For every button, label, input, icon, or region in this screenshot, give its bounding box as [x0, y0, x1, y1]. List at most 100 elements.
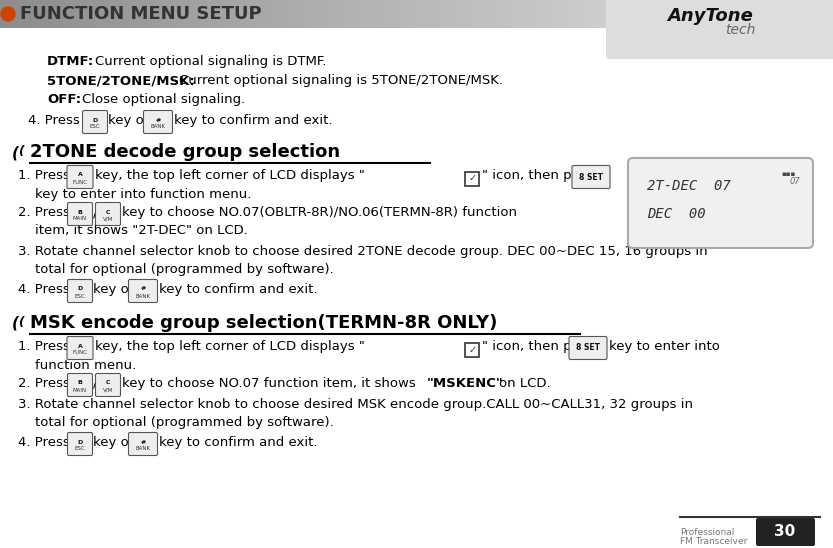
Text: D: D — [77, 287, 82, 292]
Text: DTMF:: DTMF: — [47, 55, 94, 68]
Bar — [683, 0, 688, 28]
Text: ✓: ✓ — [468, 345, 476, 355]
Bar — [233, 0, 238, 28]
Bar — [746, 0, 751, 28]
Text: key to choose NO.07 function item, it shows: key to choose NO.07 function item, it sh… — [122, 377, 416, 390]
Bar — [212, 0, 217, 28]
Bar — [721, 0, 726, 28]
Bar — [750, 0, 755, 28]
Text: 2. Press: 2. Press — [18, 377, 70, 390]
Bar — [46, 0, 51, 28]
Text: BANK: BANK — [136, 447, 151, 452]
Bar — [392, 0, 397, 28]
Text: key or: key or — [93, 283, 134, 296]
Text: 4. Press: 4. Press — [28, 114, 80, 127]
Bar — [283, 0, 288, 28]
Bar — [387, 0, 392, 28]
Text: key to confirm and exit.: key to confirm and exit. — [174, 114, 332, 127]
Bar — [242, 0, 247, 28]
Bar — [192, 0, 197, 28]
Bar — [117, 0, 122, 28]
Bar — [150, 0, 155, 28]
Text: key or: key or — [108, 114, 149, 127]
Text: FUNC: FUNC — [72, 351, 87, 356]
Bar — [96, 0, 101, 28]
Bar — [787, 0, 792, 28]
Text: FUNCTION MENU SETUP: FUNCTION MENU SETUP — [20, 5, 262, 23]
Bar — [171, 0, 176, 28]
Text: #: # — [156, 117, 161, 123]
Bar — [416, 0, 421, 28]
Bar — [312, 0, 317, 28]
Bar — [529, 0, 534, 28]
Bar — [662, 0, 667, 28]
Bar — [816, 0, 821, 28]
Text: BANK: BANK — [136, 294, 151, 299]
Bar — [54, 0, 59, 28]
Bar — [12, 0, 17, 28]
Bar — [471, 0, 476, 28]
Bar — [791, 0, 796, 28]
Bar — [337, 0, 342, 28]
FancyBboxPatch shape — [67, 432, 92, 455]
Bar — [700, 0, 705, 28]
Text: on LCD.: on LCD. — [499, 377, 551, 390]
Bar — [87, 0, 92, 28]
Text: OFF:: OFF: — [47, 93, 81, 106]
Bar — [221, 0, 226, 28]
FancyBboxPatch shape — [67, 279, 92, 302]
Bar — [287, 0, 292, 28]
Text: key to choose NO.07(OBLTR-8R)/NO.06(TERMN-8R) function: key to choose NO.07(OBLTR-8R)/NO.06(TERM… — [122, 206, 517, 219]
Text: 5TONE/2TONE/MSK:: 5TONE/2TONE/MSK: — [47, 74, 195, 87]
Bar — [371, 0, 376, 28]
Text: ESC: ESC — [75, 447, 85, 452]
Bar — [358, 0, 363, 28]
Bar — [400, 0, 405, 28]
Bar — [204, 0, 209, 28]
Bar — [612, 0, 617, 28]
Bar — [737, 0, 742, 28]
Bar — [691, 0, 696, 28]
Bar — [508, 0, 513, 28]
Bar — [533, 0, 538, 28]
Bar — [304, 0, 309, 28]
Text: BANK: BANK — [151, 124, 166, 129]
Bar — [754, 0, 759, 28]
Bar — [558, 0, 563, 28]
Text: A: A — [77, 173, 82, 178]
Text: D: D — [77, 439, 82, 444]
Bar — [654, 0, 659, 28]
Bar — [433, 0, 438, 28]
Bar — [179, 0, 184, 28]
Bar — [800, 0, 805, 28]
Bar — [246, 0, 251, 28]
FancyBboxPatch shape — [67, 336, 93, 359]
Bar — [162, 0, 167, 28]
Bar — [650, 0, 655, 28]
Bar — [579, 0, 584, 28]
Bar — [804, 0, 809, 28]
Bar — [146, 0, 151, 28]
Bar — [446, 0, 451, 28]
Bar — [475, 0, 480, 28]
Bar — [808, 0, 813, 28]
Bar — [829, 0, 833, 28]
Bar — [108, 0, 113, 28]
Bar — [79, 0, 84, 28]
Text: ✓: ✓ — [468, 174, 476, 184]
Bar — [137, 0, 142, 28]
Text: AnyTone: AnyTone — [667, 7, 753, 25]
Bar — [17, 0, 22, 28]
Text: ▪▪▪: ▪▪▪ — [781, 171, 796, 177]
Text: key to enter into: key to enter into — [609, 340, 720, 353]
FancyBboxPatch shape — [628, 158, 813, 248]
Bar — [425, 0, 430, 28]
Bar — [92, 0, 97, 28]
FancyBboxPatch shape — [143, 111, 172, 134]
Bar — [512, 0, 517, 28]
Bar — [421, 0, 426, 28]
Bar — [671, 0, 676, 28]
Bar — [796, 0, 801, 28]
Bar — [596, 0, 601, 28]
Text: Current optional signaling is 5TONE/2TONE/MSK.: Current optional signaling is 5TONE/2TON… — [179, 74, 503, 87]
